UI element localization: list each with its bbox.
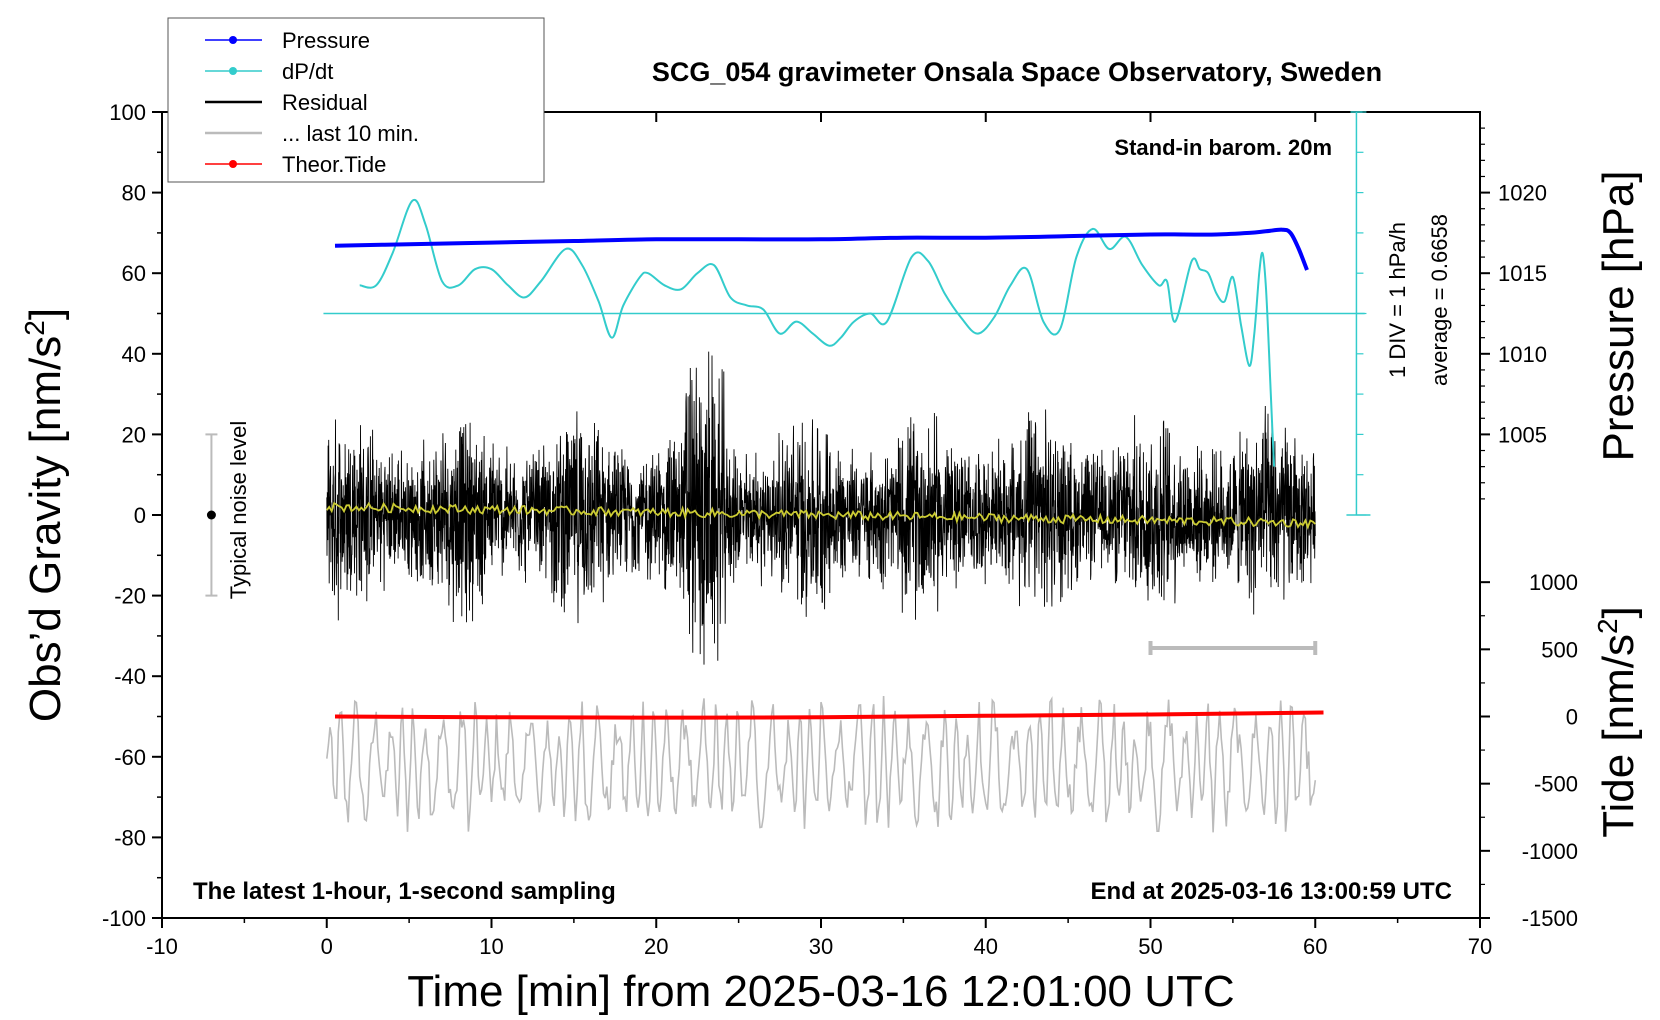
y-tick-label: 100	[109, 100, 146, 125]
tide-tick-label: -1500	[1522, 906, 1578, 931]
x-tick-label: 30	[809, 934, 833, 959]
y-left-title-end: ]	[21, 308, 70, 320]
noise-bar-center-dot	[206, 510, 216, 520]
tide-tick-label: -500	[1534, 772, 1578, 797]
tide-title-end: ]	[1594, 606, 1643, 618]
y-axis-left-title: Obs’d Gravity [nm/s2]	[19, 308, 70, 722]
y-tick-label: 80	[122, 181, 146, 206]
x-axis-title: Time [min] from 2025-03-16 12:01:00 UTC	[407, 967, 1234, 1016]
y-axis-pressure-title: Pressure [hPa]	[1594, 170, 1643, 461]
tide-tick-label: 1000	[1529, 570, 1578, 595]
y-left-title-sup: 2	[19, 320, 50, 336]
y-tick-label: -40	[114, 664, 146, 689]
stand-in-baro-label: Stand-in barom. 20m	[1114, 135, 1332, 160]
legend-label: Residual	[282, 90, 368, 115]
legend-marker	[229, 67, 237, 75]
x-tick-label: 10	[479, 934, 503, 959]
tide-title-main: Tide [nm/s	[1594, 634, 1643, 838]
series-residual	[326, 351, 1316, 665]
y-tick-label: 60	[122, 261, 146, 286]
legend: Pressure dP/dt Residual ... last 10 min. The…	[167, 17, 545, 183]
tide-tick-label: -1000	[1522, 839, 1578, 864]
y-axis-tide-title: Tide [nm/s2]	[1592, 606, 1643, 838]
x-tick-label: -10	[146, 934, 178, 959]
average-annotation: average = 0.6658	[1427, 214, 1452, 386]
legend-marker	[229, 36, 237, 44]
pressure-tick-label: 1010	[1498, 342, 1547, 367]
y-left-title-main: Obs’d Gravity [nm/s	[21, 336, 70, 722]
x-tick-label: 0	[321, 934, 333, 959]
latest-hour-label: The latest 1-hour, 1-second sampling	[193, 878, 616, 905]
tide-title-sup: 2	[1592, 618, 1623, 634]
y-tick-label: 0	[134, 503, 146, 528]
y-tick-label: -80	[114, 825, 146, 850]
x-tick-label: 40	[974, 934, 998, 959]
x-tick-label: 20	[644, 934, 668, 959]
pressure-tick-label: 1020	[1498, 181, 1547, 206]
y-tick-label: -60	[114, 745, 146, 770]
pressure-tick-label: 1005	[1498, 422, 1547, 447]
y-tick-label: -20	[114, 584, 146, 609]
legend-label: Pressure	[282, 28, 370, 53]
series-theor-tide	[334, 710, 1324, 720]
series-dpdt	[359, 198, 1276, 467]
chart-title: SCG_054 gravimeter Onsala Space Observat…	[652, 57, 1382, 87]
legend-box	[167, 17, 545, 183]
series-pressure	[334, 227, 1309, 271]
noise-level-label: Typical noise level	[226, 421, 251, 600]
legend-label: ... last 10 min.	[282, 121, 419, 146]
legend-label: dP/dt	[282, 59, 333, 84]
legend-label: Theor.Tide	[282, 152, 386, 177]
end-time-label: End at 2025-03-16 13:00:59 UTC	[1091, 878, 1453, 905]
y-tick-label: 40	[122, 342, 146, 367]
series-last10min	[326, 695, 1317, 833]
x-tick-label: 60	[1303, 934, 1327, 959]
axis-ticks: -10 0 10 20 30 40 50 60 70-100-80-60-40-20020406…	[102, 100, 1578, 959]
div-annotation: 1 DIV = 1 hPa/h	[1385, 222, 1410, 378]
legend-marker	[229, 160, 237, 168]
series-layer	[205, 111, 1371, 833]
x-tick-label: 70	[1468, 934, 1492, 959]
pressure-tick-label: 1015	[1498, 261, 1547, 286]
series-residual-trend	[326, 501, 1316, 530]
y-tick-label: 20	[122, 422, 146, 447]
tide-tick-label: 0	[1566, 705, 1578, 730]
tide-tick-label: 500	[1541, 637, 1578, 662]
x-tick-label: 50	[1138, 934, 1162, 959]
y-tick-label: -100	[102, 906, 146, 931]
